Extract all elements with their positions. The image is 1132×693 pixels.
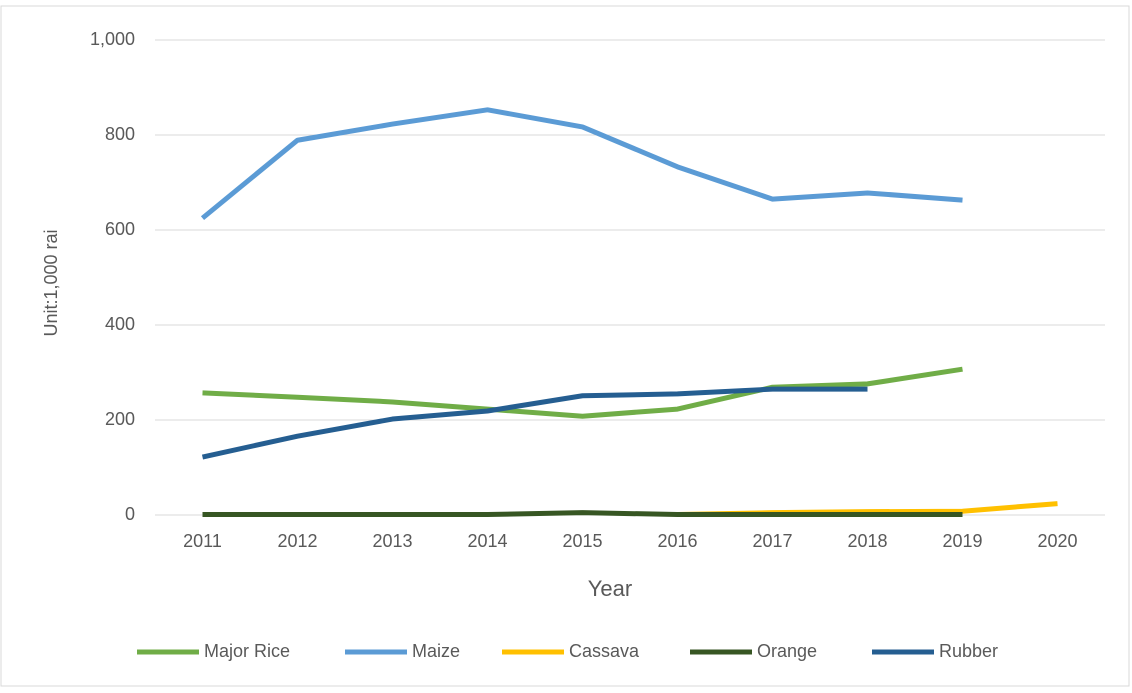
y-axis-label: Unit:1,000 rai — [41, 229, 61, 336]
x-tick-label: 2014 — [467, 531, 507, 551]
x-tick-label: 2018 — [847, 531, 887, 551]
x-tick-label: 2011 — [183, 531, 222, 551]
series-line — [200, 107, 963, 221]
y-tick-label: 600 — [105, 219, 135, 239]
x-tick-label: 2012 — [277, 531, 317, 551]
legend-label: Maize — [412, 641, 460, 661]
y-tick-label: 200 — [105, 409, 135, 429]
x-axis-label: Year — [588, 576, 632, 601]
x-tick-label: 2016 — [657, 531, 697, 551]
x-tick-label: 2019 — [942, 531, 982, 551]
y-tick-label: 0 — [125, 504, 135, 524]
x-tick-label: 2013 — [372, 531, 412, 551]
legend-label: Major Rice — [204, 641, 290, 661]
y-tick-label: 400 — [105, 314, 135, 334]
legend-label: Orange — [757, 641, 817, 661]
legend-label: Cassava — [569, 641, 640, 661]
x-tick-label: 2015 — [562, 531, 602, 551]
y-tick-label: 1,000 — [90, 29, 135, 49]
series-line — [202, 366, 963, 419]
series-line — [201, 386, 868, 460]
legend-label: Rubber — [939, 641, 998, 661]
x-tick-label: 2020 — [1037, 531, 1077, 551]
chart-border — [0, 5, 1130, 687]
x-tick-label: 2017 — [752, 531, 792, 551]
y-tick-label: 800 — [105, 124, 135, 144]
series-line — [202, 510, 963, 518]
